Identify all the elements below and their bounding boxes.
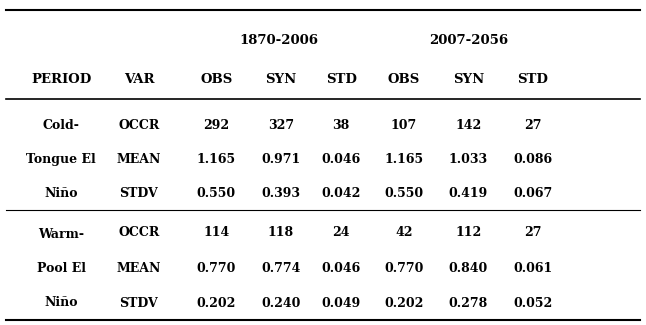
- Text: VAR: VAR: [123, 73, 154, 86]
- Text: MEAN: MEAN: [117, 153, 161, 166]
- Text: 0.393: 0.393: [262, 187, 300, 200]
- Text: Pool El: Pool El: [37, 262, 86, 275]
- Text: Tongue El: Tongue El: [26, 153, 96, 166]
- Text: 1.165: 1.165: [384, 153, 423, 166]
- Text: OCCR: OCCR: [118, 119, 160, 132]
- Text: SYN: SYN: [266, 73, 297, 86]
- Text: 112: 112: [455, 226, 481, 239]
- Text: 1.033: 1.033: [449, 153, 488, 166]
- Text: 1870-2006: 1870-2006: [239, 34, 318, 47]
- Text: 114: 114: [203, 226, 229, 239]
- Text: 38: 38: [333, 119, 349, 132]
- Text: 327: 327: [268, 119, 294, 132]
- Text: 0.774: 0.774: [262, 262, 300, 275]
- Text: OBS: OBS: [388, 73, 420, 86]
- Text: 107: 107: [391, 119, 417, 132]
- Text: 0.086: 0.086: [514, 153, 552, 166]
- Text: STD: STD: [517, 73, 548, 86]
- Text: 2007-2056: 2007-2056: [429, 34, 508, 47]
- Text: 42: 42: [395, 226, 413, 239]
- Text: 0.278: 0.278: [449, 297, 488, 310]
- Text: 0.202: 0.202: [384, 297, 423, 310]
- Text: 24: 24: [332, 226, 350, 239]
- Text: OCCR: OCCR: [118, 226, 160, 239]
- Text: STDV: STDV: [120, 187, 158, 200]
- Text: 292: 292: [203, 119, 229, 132]
- Text: 0.202: 0.202: [197, 297, 236, 310]
- Text: 0.770: 0.770: [197, 262, 236, 275]
- Text: 0.042: 0.042: [322, 187, 360, 200]
- Text: 0.061: 0.061: [514, 262, 552, 275]
- Text: 0.840: 0.840: [449, 262, 488, 275]
- Text: 0.049: 0.049: [322, 297, 360, 310]
- Text: 27: 27: [524, 119, 542, 132]
- Text: Niño: Niño: [45, 296, 78, 309]
- Text: 0.770: 0.770: [384, 262, 423, 275]
- Text: 27: 27: [524, 226, 542, 239]
- Text: 1.165: 1.165: [197, 153, 236, 166]
- Text: Niño: Niño: [45, 187, 78, 200]
- Text: 0.971: 0.971: [262, 153, 300, 166]
- Text: MEAN: MEAN: [117, 262, 161, 275]
- Text: 0.419: 0.419: [449, 187, 488, 200]
- Text: 0.067: 0.067: [514, 187, 552, 200]
- Text: Cold-: Cold-: [43, 119, 80, 132]
- Text: 0.550: 0.550: [197, 187, 236, 200]
- Text: 142: 142: [455, 119, 481, 132]
- Text: PERIOD: PERIOD: [31, 73, 92, 86]
- Text: 0.046: 0.046: [322, 262, 360, 275]
- Text: STD: STD: [326, 73, 357, 86]
- Text: 0.046: 0.046: [322, 153, 360, 166]
- Text: SYN: SYN: [453, 73, 484, 86]
- Text: 0.240: 0.240: [262, 297, 300, 310]
- Text: 0.052: 0.052: [514, 297, 552, 310]
- Text: STDV: STDV: [120, 297, 158, 310]
- Text: Warm-: Warm-: [38, 227, 85, 240]
- Text: 0.550: 0.550: [384, 187, 423, 200]
- Text: 118: 118: [268, 226, 294, 239]
- Text: OBS: OBS: [200, 73, 233, 86]
